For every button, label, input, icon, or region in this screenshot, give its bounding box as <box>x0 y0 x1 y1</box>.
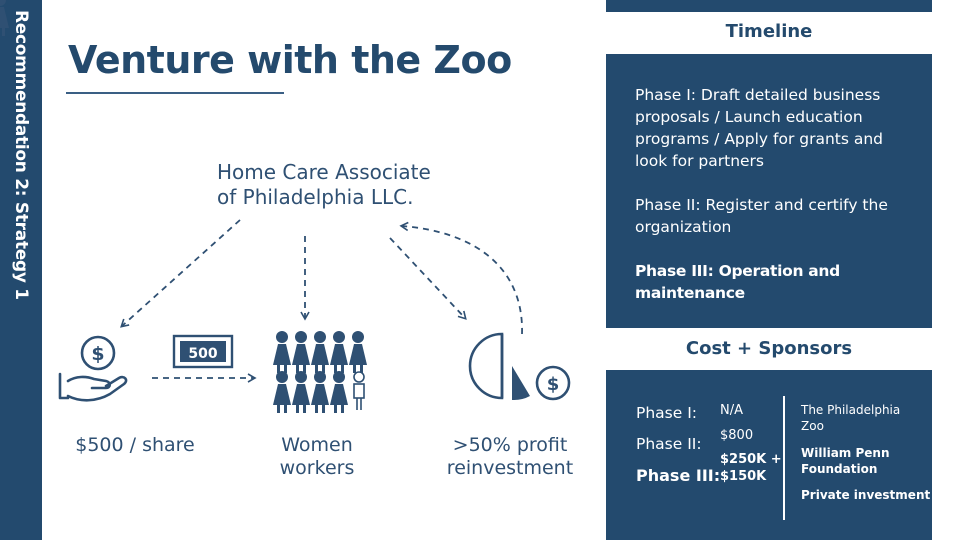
company-line-2: of Philadelphia LLC. <box>217 185 414 209</box>
cost-value-phase-1: N/A <box>720 403 743 418</box>
title-underline <box>66 92 284 94</box>
timeline-phase-1: Phase I: Draft detailed business proposa… <box>635 86 884 170</box>
sponsor-zoo: The Philadelphia Zoo <box>801 403 901 433</box>
women-workers-icon <box>0 0 367 413</box>
company-line-1: Home Care Associate <box>217 160 431 184</box>
cost-label-phase-1: Phase I: <box>636 404 698 422</box>
slide-title: Venture with the Zoo <box>68 38 512 82</box>
cost-label-phase-3: Phase III: <box>636 466 721 485</box>
profit-caption-line-1: >50% profit <box>452 434 568 456</box>
share-caption: $500 / share <box>75 434 195 456</box>
timeline-phase-3: Phase III: Operation and maintenance <box>635 262 840 302</box>
arrow-company-to-investor <box>120 219 241 328</box>
timeline-header: Timeline <box>725 21 813 42</box>
side-band <box>0 0 42 540</box>
cost-value-phase-3: $250K + $150K <box>720 452 782 484</box>
coin-hand-icon: $ <box>58 335 128 402</box>
svg-text:$: $ <box>91 343 104 365</box>
arrow-profit-to-company <box>399 221 523 335</box>
women-caption-line-2: workers <box>279 457 355 479</box>
arrow-company-to-profit <box>389 237 467 320</box>
svg-text:$: $ <box>547 374 560 395</box>
company-name: Home Care Associate of Philadelphia LLC. <box>217 160 431 210</box>
sponsor-william-penn: William Penn Foundation <box>801 446 890 476</box>
sponsor-private: Private investment <box>801 488 931 502</box>
timeline-phase-2: Phase II: Register and certify the organ… <box>635 196 888 236</box>
outlined-person-icon <box>353 371 365 410</box>
cost-value-phase-2: $800 <box>720 428 754 443</box>
top-strip <box>606 0 932 12</box>
profit-caption-line-2: reinvestment <box>446 457 574 479</box>
timeline-panel: Phase I: Draft detailed business proposa… <box>606 54 932 328</box>
cost-label-phase-2: Phase II: <box>636 435 702 453</box>
women-caption: Women workers <box>262 434 372 480</box>
cost-panel: Phase I: Phase II: Phase III: N/A $800 $… <box>606 370 932 540</box>
cost-divider <box>783 396 785 520</box>
cost-header: Cost + Sponsors <box>685 338 853 359</box>
banknote-icon: 500 <box>172 334 234 369</box>
women-caption-line-1: Women <box>281 434 353 456</box>
profit-caption: >50% profit reinvestment <box>440 434 580 480</box>
profit-pie-icon: $ <box>468 332 571 401</box>
banknote-value: 500 <box>188 346 217 362</box>
